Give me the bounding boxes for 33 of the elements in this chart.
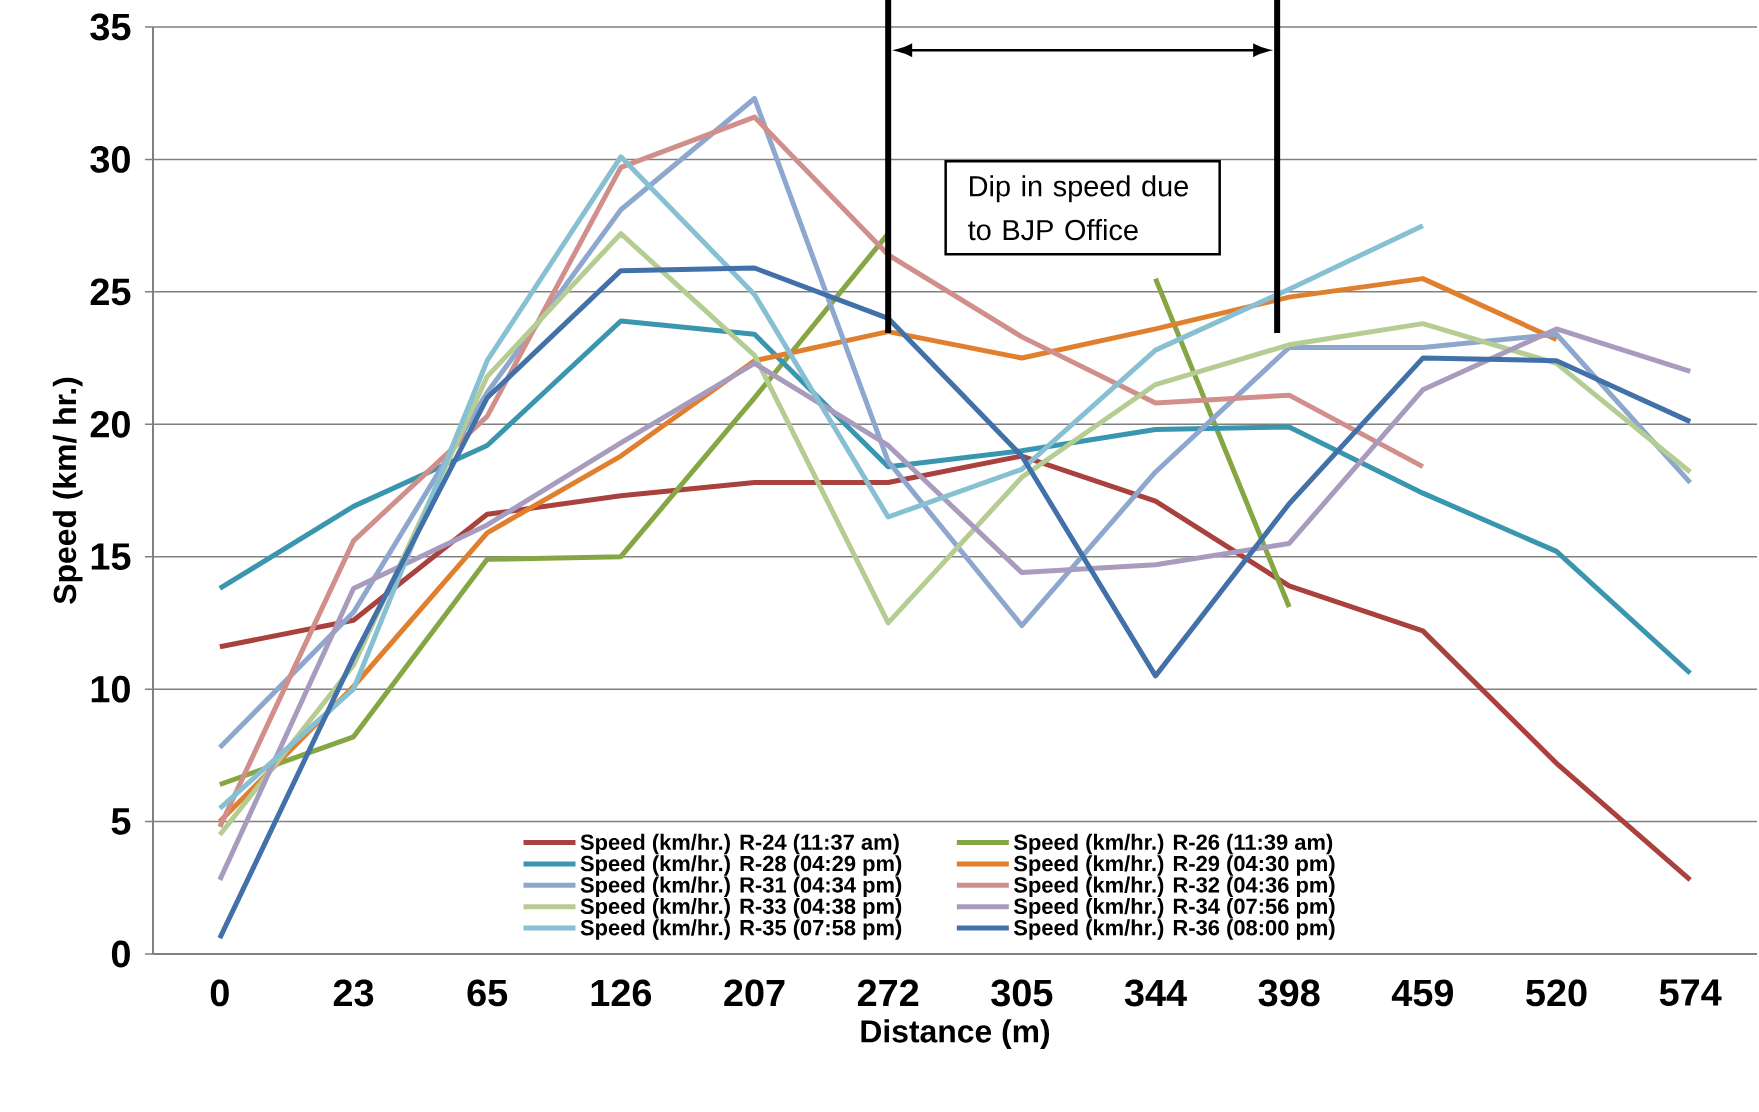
legend-label: Speed (km/hr.) R-26 (11:39 am) (1013, 833, 1333, 855)
x-tick-label: 65 (467, 979, 508, 1007)
legend-label: Speed (km/hr.) R-33 (04:38 pm) (580, 897, 902, 919)
x-tick-label: 23 (333, 979, 374, 1007)
x-axis-title: Distance (m) (861, 1019, 1050, 1049)
legend-label: Speed (km/hr.) R-29 (04:30 pm) (1013, 855, 1335, 876)
legend-label: Speed (km/hr.) R-31 (04:34 pm) (580, 876, 902, 898)
x-tick-label: 574 (1659, 979, 1722, 1006)
y-tick-label: 30 (90, 145, 130, 173)
x-tick-label: 207 (724, 979, 785, 1007)
y-tick-label: 35 (90, 13, 131, 41)
legend-label: Speed (km/hr.) R-28 (04:29 pm) (580, 855, 902, 876)
x-tick-label: 272 (857, 979, 919, 1006)
y-tick-label: 25 (90, 278, 131, 306)
x-tick-label: 0 (210, 979, 229, 1007)
y-axis-title: Speed (km/ hr.) (52, 377, 83, 604)
x-tick-label: 126 (591, 979, 652, 1007)
x-tick-label: 520 (1526, 979, 1587, 1007)
x-tick-label: 459 (1391, 979, 1454, 1007)
x-tick-label: 305 (991, 979, 1053, 1007)
x-tick-label: 398 (1258, 979, 1320, 1007)
legend-label: Speed (km/hr.) R-24 (11:37 am) (580, 833, 899, 855)
y-tick-label: 10 (91, 675, 130, 703)
y-tick-label: 20 (90, 410, 130, 438)
y-tick-label: 0 (111, 940, 130, 968)
legend-label: Speed (km/hr.) R-32 (04:36 pm) (1013, 876, 1335, 898)
legend-label: Speed (km/hr.) R-35 (07:58 pm) (580, 919, 902, 940)
band-label: Dip in speed due to BJP Office (968, 175, 1188, 241)
y-tick-label: 15 (91, 543, 131, 570)
legend-label: Speed (km/hr.) R-34 (07:56 pm) (1013, 897, 1335, 919)
legend-label: Speed (km/hr.) R-36 (08:00 pm) (1013, 919, 1335, 940)
y-tick-label: 5 (111, 808, 131, 835)
x-tick-label: 344 (1124, 979, 1187, 1007)
